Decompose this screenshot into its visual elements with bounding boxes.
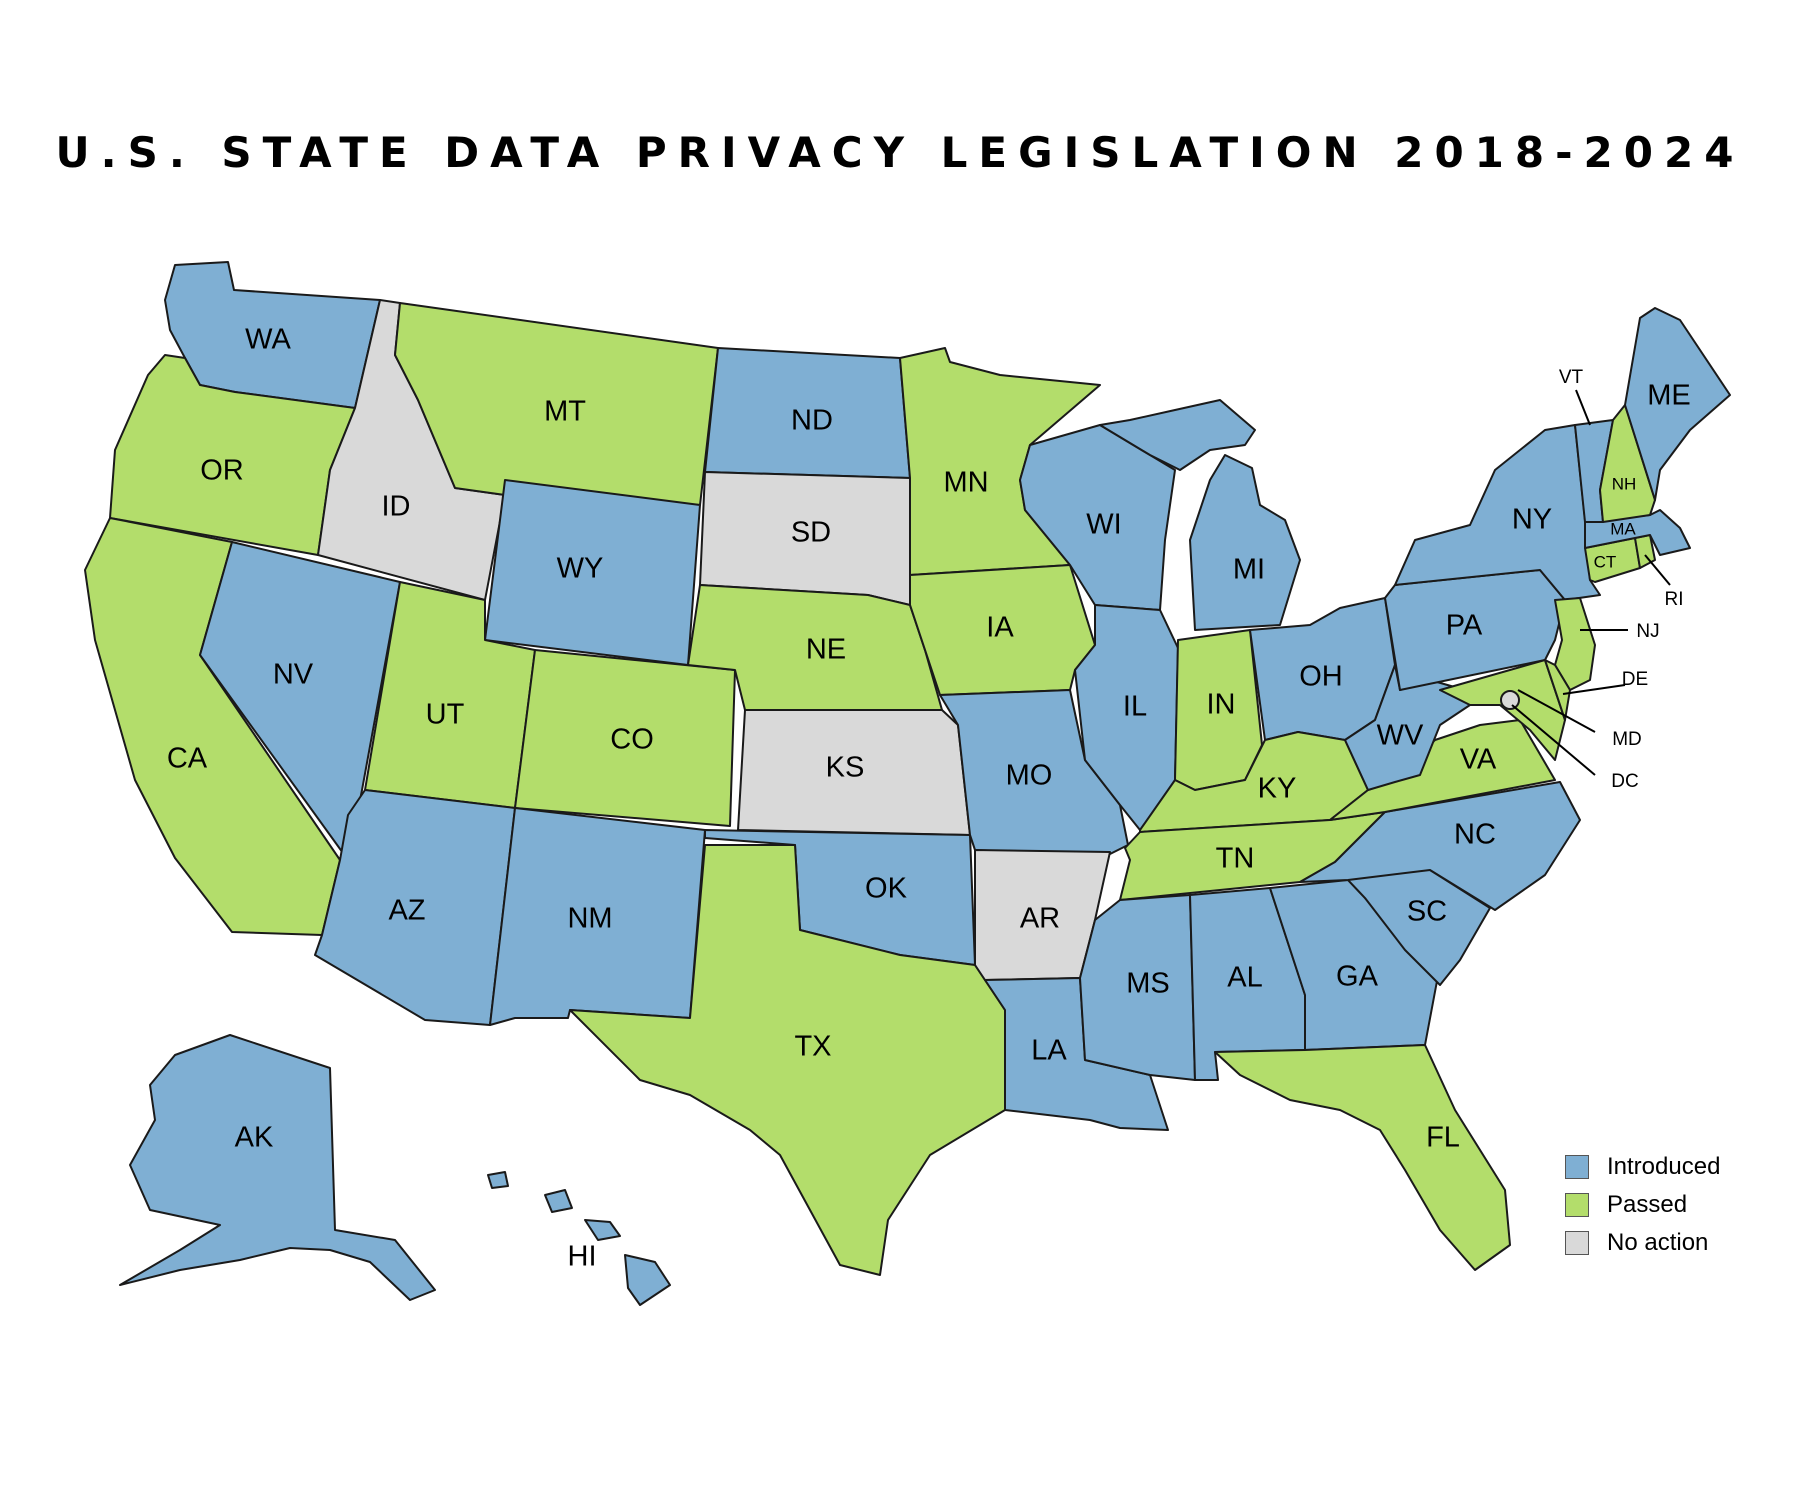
legend-label-no-action: No action (1607, 1229, 1709, 1256)
state-CO (514, 649, 736, 827)
label-WV: WV (1377, 720, 1424, 752)
label-WY: WY (557, 553, 604, 585)
state-HI-kauai (487, 1171, 509, 1189)
state-HI-oahu (544, 1189, 573, 1213)
legend-label-introduced: Introduced (1607, 1153, 1721, 1180)
state-ME (1624, 307, 1731, 501)
map-title: U.S. STATE DATA PRIVACY LEGISLATION 2018… (55, 128, 1745, 177)
label-VA: VA (1460, 744, 1497, 776)
label-NE: NE (806, 634, 846, 666)
state-NY (1394, 424, 1601, 601)
state-FL (1214, 1044, 1511, 1271)
state-MO (939, 689, 1129, 856)
state-TX (569, 844, 1006, 1276)
label-NH: NH (1612, 474, 1637, 493)
legend-item-no-action: No action (1565, 1224, 1720, 1262)
label-SD: SD (791, 517, 831, 549)
label-KY: KY (1258, 773, 1297, 805)
label-MO: MO (1006, 760, 1053, 792)
label-GA: GA (1336, 961, 1379, 993)
leader-ri (1644, 554, 1671, 586)
label-SC: SC (1407, 896, 1447, 928)
label-LA: LA (1031, 1035, 1067, 1067)
label-CT: CT (1594, 552, 1617, 571)
label-NC: NC (1454, 819, 1496, 851)
state-MI (1189, 454, 1301, 631)
legend-swatch-passed (1565, 1193, 1589, 1217)
label-ID: ID (382, 491, 411, 523)
label-MT: MT (544, 396, 586, 428)
label-CO: CO (610, 724, 654, 756)
legend-item-passed: Passed (1565, 1186, 1720, 1224)
label-CA: CA (167, 743, 208, 775)
label-ND: ND (791, 405, 833, 437)
label-WA: WA (245, 324, 291, 356)
label-ME: ME (1647, 380, 1691, 412)
label-IL: IL (1123, 691, 1147, 723)
legend-label-passed: Passed (1607, 1191, 1688, 1218)
label-NV: NV (273, 659, 314, 691)
legend: Introduced Passed No action (1565, 1148, 1720, 1262)
label-MD: MD (1612, 729, 1642, 750)
state-HI-main (624, 1254, 671, 1306)
label-TX: TX (794, 1031, 831, 1063)
label-DC: DC (1611, 771, 1638, 792)
leader-vt (1575, 389, 1591, 426)
label-TN: TN (1216, 843, 1255, 875)
legend-swatch-introduced (1565, 1155, 1589, 1179)
label-RI: RI (1665, 589, 1684, 610)
state-NJ (1554, 597, 1596, 691)
state-HI-maui (584, 1219, 621, 1241)
label-FL: FL (1426, 1122, 1460, 1154)
legend-item-introduced: Introduced (1565, 1148, 1720, 1186)
label-KS: KS (826, 752, 865, 784)
label-NJ: NJ (1636, 621, 1659, 642)
label-MN: MN (943, 467, 988, 499)
label-AK: AK (235, 1122, 274, 1154)
label-DE: DE (1622, 669, 1648, 690)
state-NC (1299, 781, 1581, 911)
label-NY: NY (1512, 504, 1552, 536)
label-IN: IN (1207, 689, 1236, 721)
label-NM: NM (567, 903, 612, 935)
leader-dc (1511, 704, 1596, 776)
state-NM (489, 807, 706, 1026)
label-AL: AL (1227, 962, 1262, 994)
label-OH: OH (1299, 661, 1343, 693)
label-VT: VT (1559, 367, 1584, 388)
label-OK: OK (865, 873, 908, 905)
label-AZ: AZ (388, 895, 425, 927)
leader-md (1517, 689, 1596, 733)
state-AK (119, 1034, 436, 1301)
state-MI-upper (1099, 399, 1256, 471)
state-DE (1544, 659, 1571, 721)
label-HI: HI (568, 1241, 597, 1273)
label-MA: MA (1610, 519, 1636, 538)
label-PA: PA (1446, 610, 1483, 642)
leader-de (1562, 684, 1626, 695)
label-WI: WI (1086, 509, 1121, 541)
state-DC (1500, 690, 1520, 710)
label-MS: MS (1126, 968, 1170, 1000)
label-AR: AR (1020, 903, 1060, 935)
label-MI: MI (1233, 554, 1265, 586)
label-UT: UT (426, 699, 465, 731)
label-OR: OR (200, 455, 244, 487)
legend-swatch-no-action (1565, 1231, 1589, 1255)
label-IA: IA (986, 612, 1014, 644)
